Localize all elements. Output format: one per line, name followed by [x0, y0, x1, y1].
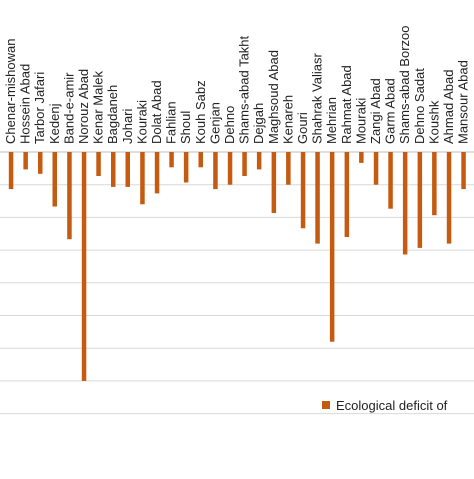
category-label: Kenar Malek	[91, 71, 106, 144]
bar	[140, 152, 145, 205]
category-label: Mansour Abad	[456, 60, 471, 144]
category-label: Kouraki	[134, 100, 149, 144]
bar	[446, 152, 452, 244]
bar	[81, 152, 87, 381]
bar	[359, 152, 364, 163]
bar	[300, 152, 306, 229]
category-label: Shams-abad Borzoo	[397, 25, 412, 144]
category-label: Mouraki	[353, 98, 368, 144]
bar	[154, 152, 160, 194]
category-label: Gouri	[295, 112, 310, 144]
category-label: Shahrak Valiasr	[310, 53, 325, 144]
category-label: Dehno Sadat	[412, 68, 427, 144]
bar	[402, 152, 408, 255]
category-label: Ahmad Abad	[441, 70, 456, 144]
bar	[417, 152, 423, 248]
bar	[388, 152, 393, 209]
category-label: Garm Abad	[383, 78, 398, 144]
category-label: Kenareh	[280, 95, 295, 144]
gridlines	[0, 151, 474, 415]
category-label: Dehno	[222, 106, 237, 144]
bar	[198, 152, 203, 168]
bar	[52, 152, 57, 207]
category-label: Johari	[120, 108, 135, 144]
category-label: Tarbor Jafari	[32, 72, 47, 144]
category-label: Zangi Abad	[368, 78, 383, 144]
bar	[461, 152, 466, 190]
category-label: Maghsoud Abad	[266, 50, 281, 144]
bar	[242, 152, 247, 176]
category-labels: Chenar-mishowan Hossein Abad Tarbor Jafari…	[3, 25, 471, 144]
bar	[227, 152, 233, 185]
category-label: Norouz Abad	[76, 69, 91, 144]
category-label: Chenar-mishowan	[3, 39, 18, 145]
category-label: Kouh Sabz	[193, 80, 208, 144]
category-label: Dolat Abad	[149, 80, 164, 144]
bar	[432, 152, 437, 216]
category-label: Hossein Abad	[18, 64, 33, 144]
bar	[344, 152, 350, 237]
category-label: Mehrian	[324, 97, 339, 144]
category-label: Kedenj	[47, 103, 62, 144]
bar	[169, 152, 174, 168]
legend-label: Ecological deficit of	[336, 398, 448, 413]
bar	[183, 152, 189, 183]
bars	[8, 152, 466, 381]
bar	[329, 152, 335, 342]
category-label: Fahlian	[164, 101, 179, 144]
bar	[38, 152, 43, 174]
bar	[96, 152, 101, 176]
category-label: Shoul	[178, 111, 193, 144]
bar	[213, 152, 218, 190]
bar	[286, 152, 291, 185]
bar	[23, 152, 28, 170]
bar	[67, 152, 72, 240]
category-label: Rahmat Abad	[339, 65, 354, 144]
bar	[271, 152, 277, 213]
bar	[125, 152, 130, 187]
legend: Ecological deficit of	[322, 398, 448, 413]
category-label: Genjan	[207, 102, 222, 144]
category-label: Shams-abad Takht	[237, 35, 252, 144]
bar	[373, 152, 379, 185]
bar	[256, 152, 262, 170]
category-label: Dejgah	[251, 103, 266, 144]
category-label: Koushk	[426, 100, 441, 144]
bar	[111, 152, 116, 187]
legend-swatch	[322, 401, 330, 409]
bar	[8, 152, 14, 190]
category-label: Bagdaneh	[105, 85, 120, 144]
bar	[315, 152, 320, 244]
category-label: Band-e-amir	[61, 72, 76, 144]
